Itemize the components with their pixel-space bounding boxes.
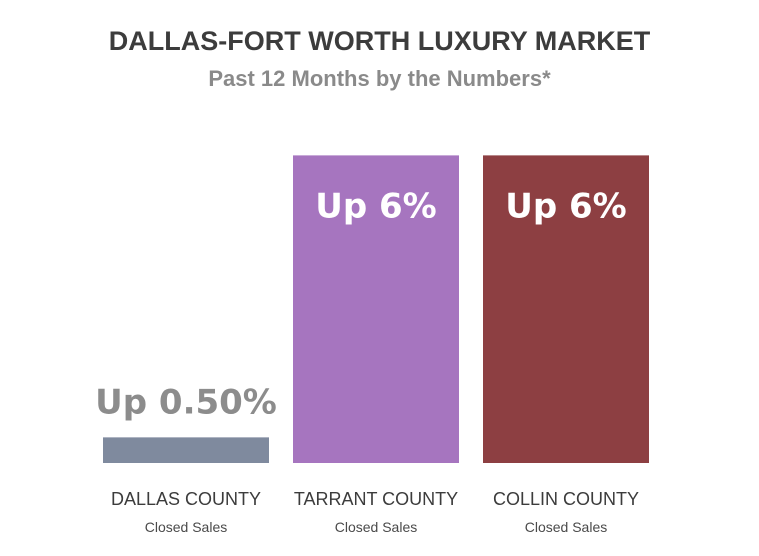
- data-label-tarrant-county: Up 6%: [315, 186, 437, 226]
- category-label-dallas-county: DALLAS COUNTY: [111, 489, 261, 509]
- bar-tarrant-county: [293, 155, 459, 463]
- chart-subtitle: Past 12 Months by the Numbers*: [208, 66, 551, 91]
- data-label-dallas-county: Up 0.50%: [95, 382, 277, 422]
- category-sublabel-collin-county: Closed Sales: [525, 519, 608, 535]
- bar-dallas-county: [103, 437, 269, 463]
- category-sublabel-dallas-county: Closed Sales: [145, 519, 228, 535]
- bar-collin-county: [483, 155, 649, 463]
- category-label-tarrant-county: TARRANT COUNTY: [294, 489, 458, 509]
- data-label-collin-county: Up 6%: [505, 186, 627, 226]
- category-sublabel-tarrant-county: Closed Sales: [335, 519, 418, 535]
- category-label-collin-county: COLLIN COUNTY: [493, 489, 639, 509]
- chart-title: DALLAS-FORT WORTH LUXURY MARKET: [108, 26, 651, 56]
